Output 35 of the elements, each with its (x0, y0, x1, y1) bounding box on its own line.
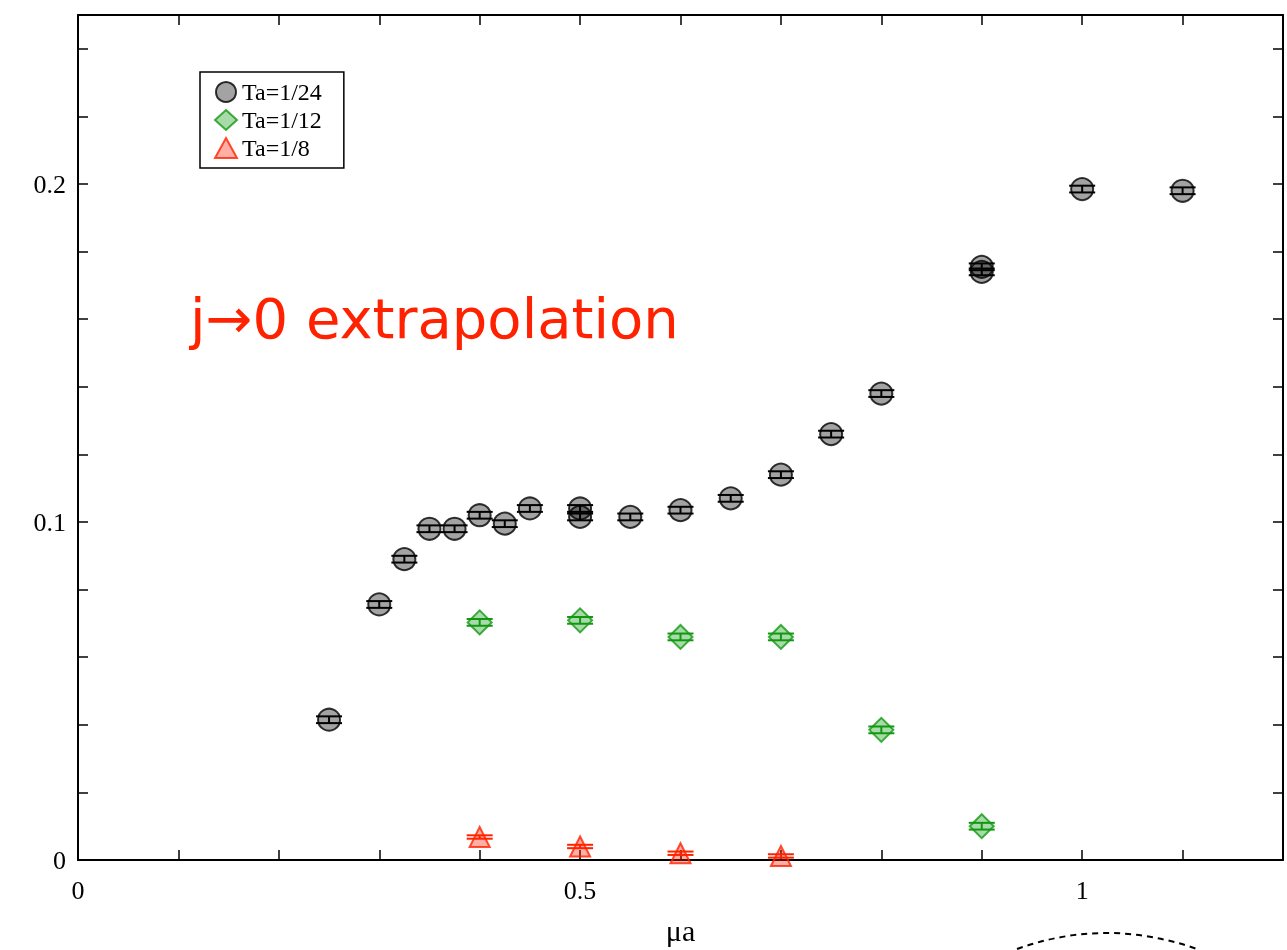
point (1070, 177, 1095, 202)
point (1170, 178, 1195, 203)
point (668, 498, 693, 523)
point (767, 623, 794, 650)
point (367, 592, 392, 617)
annotation: j→0 extrapolation (188, 285, 679, 351)
point (969, 259, 994, 284)
point (466, 609, 493, 636)
point (868, 716, 895, 743)
x-tick-label: 0.5 (563, 875, 597, 905)
point (517, 496, 542, 521)
legend-label: Ta=1/24 (242, 79, 322, 105)
y-tick-label: 0 (53, 845, 66, 875)
point (568, 504, 593, 529)
point (667, 623, 694, 650)
point (468, 826, 491, 849)
point (718, 486, 743, 511)
x-tick-label: 0 (71, 875, 85, 905)
point (769, 844, 792, 867)
x-axis-title: μa (665, 913, 696, 947)
y-tick-label: 0.2 (33, 169, 66, 199)
point (317, 707, 342, 732)
point (392, 547, 417, 572)
point (669, 842, 692, 865)
legend-label: Ta=1/8 (242, 135, 310, 161)
point (968, 813, 995, 840)
y-tick-label: 0.1 (33, 507, 66, 537)
point (869, 381, 894, 406)
point (569, 835, 592, 858)
point (768, 462, 793, 487)
point (567, 607, 594, 634)
x-tick-label: 1 (1075, 875, 1089, 905)
point (618, 504, 643, 529)
legend-label: Ta=1/12 (242, 107, 322, 133)
point (819, 422, 844, 447)
